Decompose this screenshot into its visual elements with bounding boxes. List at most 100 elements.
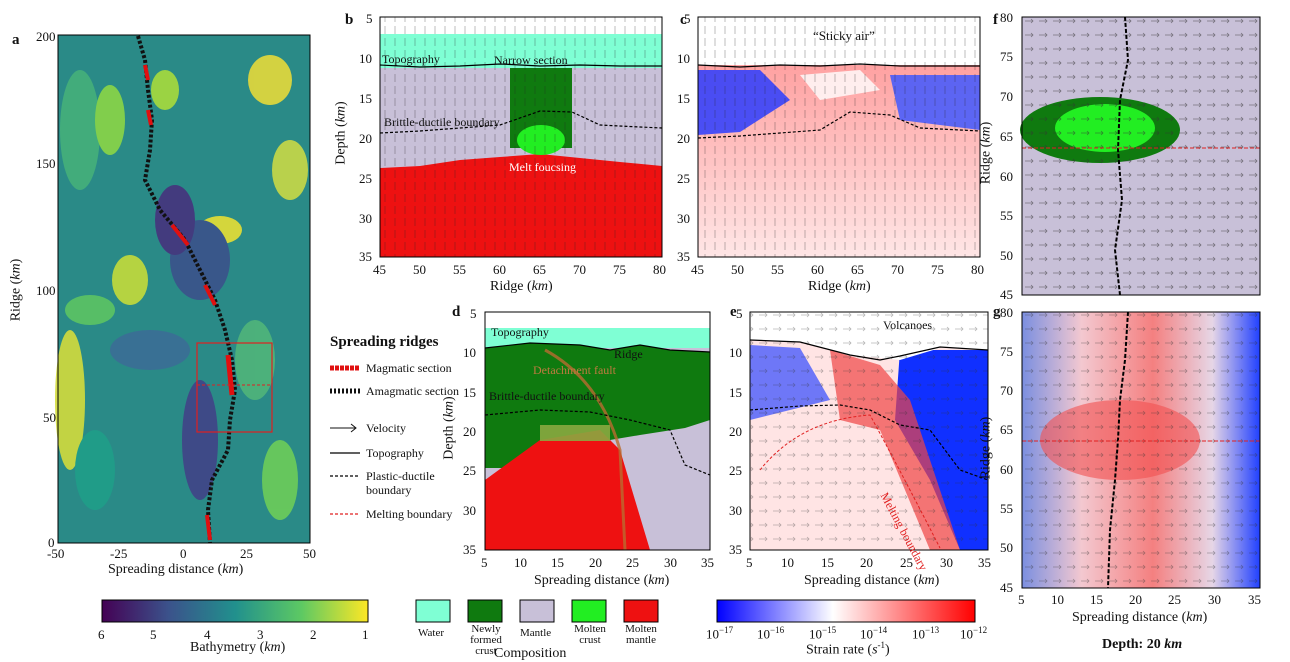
bathymetry-colorbar xyxy=(101,599,369,623)
tick: 10−15 xyxy=(809,625,837,642)
tick: 1 xyxy=(362,627,369,642)
tick: 25 xyxy=(463,463,476,478)
tick: 3 xyxy=(257,627,264,642)
tick: 10−12 xyxy=(960,625,988,642)
tick: 75 xyxy=(931,262,944,277)
tick: 10 xyxy=(781,555,794,570)
tick: 5 xyxy=(684,11,691,26)
panel-label-e: e xyxy=(730,304,737,320)
tick: 25 xyxy=(900,555,913,570)
tick: 20 xyxy=(359,131,372,146)
tick: 55 xyxy=(453,262,466,277)
tick: 20 xyxy=(589,555,602,570)
composition-water: Water xyxy=(418,627,444,639)
legend-plastic-ductile: Plastic-ductile boundary xyxy=(366,469,435,497)
tick: -25 xyxy=(110,546,128,561)
tick: 10−13 xyxy=(912,625,940,642)
tick: 35 xyxy=(701,555,714,570)
legend-symbols xyxy=(330,365,360,515)
panel-c-strain-rate-plot xyxy=(697,16,981,258)
tick: 30 xyxy=(940,555,953,570)
tick: 30 xyxy=(463,503,476,518)
tick: 55 xyxy=(1000,208,1013,223)
tick: 25 xyxy=(1168,592,1181,607)
legend-amagmatic: Amagmatic section xyxy=(366,384,459,398)
tick: 10 xyxy=(1051,592,1064,607)
panel-f-ylabel: Ridge (km) xyxy=(978,121,994,185)
tick: 10−17 xyxy=(706,625,734,642)
tick: 20 xyxy=(729,424,742,439)
tick: 15 xyxy=(463,385,476,400)
tick: 5 xyxy=(1018,592,1025,607)
tick: 10 xyxy=(729,345,742,360)
tick: 65 xyxy=(533,262,546,277)
tick: 5 xyxy=(746,555,753,570)
tick: 100 xyxy=(36,283,56,298)
tick: 80 xyxy=(1000,305,1013,320)
legend-melting: Melting boundary xyxy=(366,507,453,521)
tick: 35 xyxy=(677,249,690,264)
tick: 35 xyxy=(1248,592,1261,607)
composition-new-crust: Newly formed crust xyxy=(470,623,502,657)
tick: 60 xyxy=(1000,462,1013,477)
tick: 80 xyxy=(653,262,666,277)
bathymetry-label: Bathymetry (km) xyxy=(190,640,286,655)
annotation-topography: Topography xyxy=(382,52,440,66)
panel-b-composition-plot xyxy=(379,16,663,258)
tick: 15 xyxy=(1090,592,1103,607)
tick: 25 xyxy=(677,171,690,186)
tick: 70 xyxy=(1000,89,1013,104)
tick: 35 xyxy=(463,542,476,557)
tick: 10 xyxy=(359,51,372,66)
tick: 5 xyxy=(481,555,488,570)
annotation-detachment-fault: Detachment fault xyxy=(533,363,616,377)
panel-a-xlabel: Spreading distance (km) xyxy=(108,562,244,577)
composition-mantle: Mantle xyxy=(520,627,552,639)
tick: 45 xyxy=(373,262,386,277)
tick: 65 xyxy=(1000,422,1013,437)
annotation-brittle-ductile: Brittle-ductile boundary xyxy=(384,115,500,129)
tick: 10 xyxy=(463,345,476,360)
tick: 150 xyxy=(36,156,56,171)
annotation-sticky-air: “Sticky air” xyxy=(813,28,875,43)
panel-d-ylabel: Depth (km) xyxy=(441,396,457,460)
panel-g-xlabel: Spreading distance (km) xyxy=(1072,610,1208,625)
panel-f-composition-map xyxy=(1020,16,1261,296)
tick: 200 xyxy=(36,29,56,44)
tick: 5 xyxy=(470,306,477,321)
depth-caption: Depth: 20 km xyxy=(1102,637,1183,652)
tick: 35 xyxy=(359,249,372,264)
composition-molten-mantle: Molten mantle xyxy=(625,623,657,646)
strain-label: Strain rate (s-1) xyxy=(806,640,890,658)
tick: 30 xyxy=(729,503,742,518)
panel-b-ylabel: Depth (km) xyxy=(333,101,349,165)
tick: 50 xyxy=(413,262,426,277)
panel-label-a: a xyxy=(12,32,20,48)
panel-label-b: b xyxy=(345,12,354,28)
composition-molten-crust: Molten crust xyxy=(574,623,606,646)
tick: 60 xyxy=(811,262,824,277)
tick: 75 xyxy=(1000,49,1013,64)
tick: 20 xyxy=(463,424,476,439)
tick: 0 xyxy=(180,546,187,561)
panel-label-f: f xyxy=(993,12,998,28)
panel-b-xlabel: Ridge (km) xyxy=(490,279,553,294)
tick: 15 xyxy=(677,91,690,106)
tick: 10 xyxy=(514,555,527,570)
tick: 60 xyxy=(493,262,506,277)
panel-a-bathymetry-map xyxy=(55,34,311,544)
tick: 25 xyxy=(240,546,253,561)
legend-velocity: Velocity xyxy=(366,421,406,435)
tick: 5 xyxy=(736,306,743,321)
annotation-ridge: Ridge xyxy=(614,347,643,361)
tick: 35 xyxy=(729,542,742,557)
tick: 45 xyxy=(691,262,704,277)
tick: 15 xyxy=(729,385,742,400)
tick: 15 xyxy=(359,91,372,106)
tick: 6 xyxy=(98,627,105,642)
tick: 70 xyxy=(573,262,586,277)
panel-d-xlabel: Spreading distance (km) xyxy=(534,573,670,588)
panel-g-ylabel: Ridge (km) xyxy=(978,416,994,480)
tick: 65 xyxy=(851,262,864,277)
